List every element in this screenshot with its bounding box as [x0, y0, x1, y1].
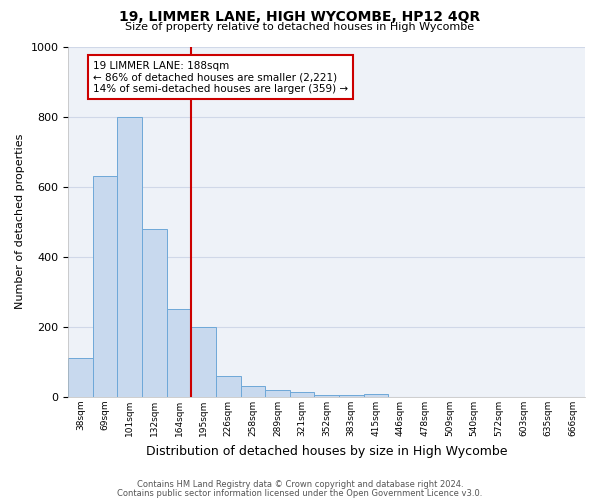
Text: Contains HM Land Registry data © Crown copyright and database right 2024.: Contains HM Land Registry data © Crown c…: [137, 480, 463, 489]
X-axis label: Distribution of detached houses by size in High Wycombe: Distribution of detached houses by size …: [146, 444, 508, 458]
Bar: [167, 310, 191, 397]
Text: Size of property relative to detached houses in High Wycombe: Size of property relative to detached ho…: [125, 22, 475, 32]
Bar: [314, 396, 339, 397]
Bar: [265, 390, 290, 397]
Bar: [290, 392, 314, 397]
Bar: [241, 386, 265, 397]
Text: 19, LIMMER LANE, HIGH WYCOMBE, HP12 4QR: 19, LIMMER LANE, HIGH WYCOMBE, HP12 4QR: [119, 10, 481, 24]
Bar: [339, 396, 364, 397]
Bar: [216, 376, 241, 397]
Text: Contains public sector information licensed under the Open Government Licence v3: Contains public sector information licen…: [118, 488, 482, 498]
Bar: [364, 394, 388, 397]
Bar: [118, 116, 142, 397]
Bar: [68, 358, 93, 397]
Y-axis label: Number of detached properties: Number of detached properties: [15, 134, 25, 310]
Text: 19 LIMMER LANE: 188sqm
← 86% of detached houses are smaller (2,221)
14% of semi-: 19 LIMMER LANE: 188sqm ← 86% of detached…: [93, 60, 348, 94]
Bar: [191, 327, 216, 397]
Bar: [93, 176, 118, 397]
Bar: [142, 229, 167, 397]
